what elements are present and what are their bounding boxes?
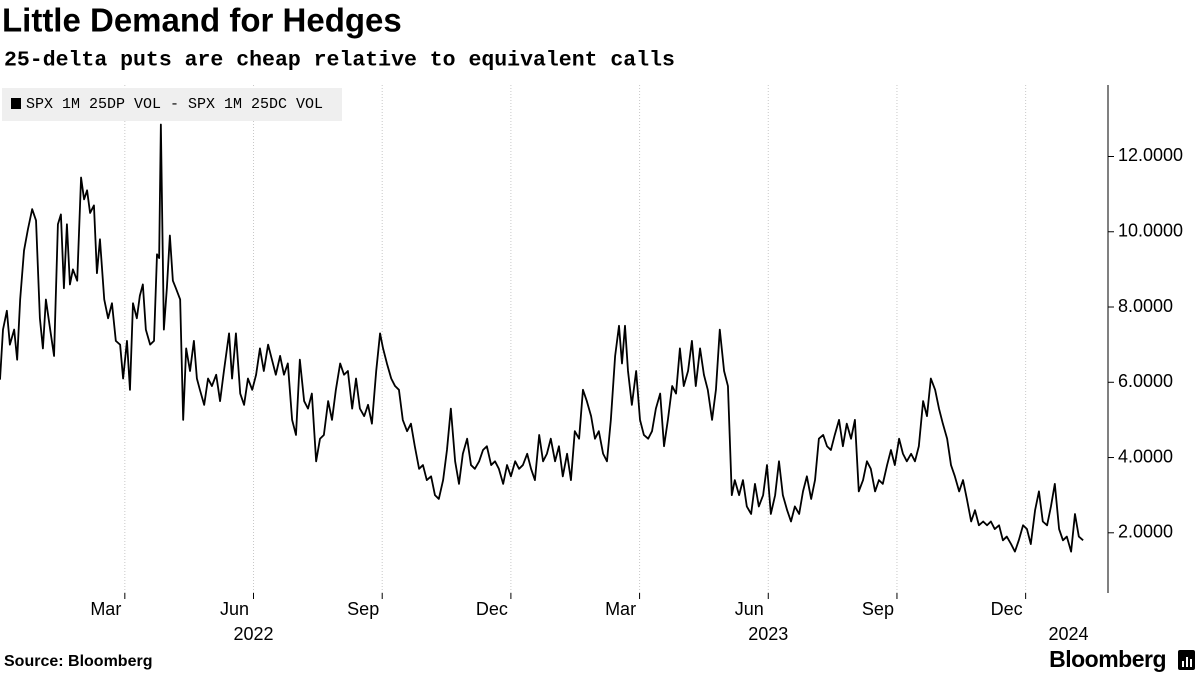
chart-title: Little Demand for Hedges — [2, 2, 402, 39]
x-year-label: 2023 — [748, 624, 788, 644]
chart-subtitle: 25-delta puts are cheap relative to equi… — [4, 49, 675, 73]
y-tick-label: 6.0000 — [1118, 371, 1173, 391]
x-year-label: 2022 — [233, 624, 273, 644]
logo-icon-bar — [1182, 661, 1184, 667]
legend-box — [2, 88, 342, 121]
y-tick-label: 4.0000 — [1118, 446, 1173, 466]
logo: Bloomberg — [1049, 646, 1166, 672]
y-tick-label: 12.0000 — [1118, 145, 1183, 165]
y-tick-label: 2.0000 — [1118, 522, 1173, 542]
x-tick-label: Dec — [991, 599, 1023, 619]
y-tick-label: 8.0000 — [1118, 296, 1173, 316]
x-year-label: 2024 — [1049, 624, 1089, 644]
logo-icon — [1178, 650, 1195, 670]
series-line — [0, 123, 1084, 553]
x-tick-label: Jun — [735, 599, 764, 619]
grid — [124, 85, 1114, 599]
legend-swatch — [11, 98, 21, 109]
x-tick-label: Mar — [90, 599, 121, 619]
plot-area — [0, 123, 1084, 553]
legend: SPX 1M 25DP VOL - SPX 1M 25DC VOL — [2, 88, 342, 121]
x-tick-label: Jun — [220, 599, 249, 619]
x-tick-label: Sep — [862, 599, 894, 619]
x-tick-label: Dec — [476, 599, 508, 619]
source: Source: Bloomberg — [4, 653, 152, 670]
y-tick-label: 10.0000 — [1118, 221, 1183, 241]
x-tick-label: Sep — [347, 599, 379, 619]
legend-label: SPX 1M 25DP VOL - SPX 1M 25DC VOL — [26, 96, 323, 113]
logo-icon-bar — [1190, 659, 1192, 667]
logo-icon-bar — [1186, 657, 1188, 667]
x-tick-label: Mar — [605, 599, 636, 619]
